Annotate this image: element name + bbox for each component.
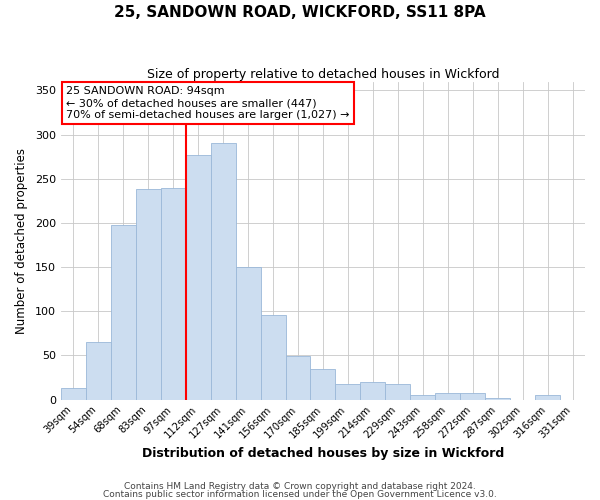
- Bar: [86, 342, 111, 400]
- Title: Size of property relative to detached houses in Wickford: Size of property relative to detached ho…: [147, 68, 499, 80]
- Bar: [236, 267, 260, 400]
- Bar: [460, 392, 485, 400]
- Bar: [136, 190, 161, 400]
- Bar: [286, 356, 310, 400]
- Bar: [485, 398, 510, 400]
- Y-axis label: Number of detached properties: Number of detached properties: [15, 148, 28, 334]
- Bar: [535, 395, 560, 400]
- Bar: [186, 155, 211, 400]
- Bar: [310, 368, 335, 400]
- Text: 25, SANDOWN ROAD, WICKFORD, SS11 8PA: 25, SANDOWN ROAD, WICKFORD, SS11 8PA: [114, 5, 486, 20]
- Text: 25 SANDOWN ROAD: 94sqm
← 30% of detached houses are smaller (447)
70% of semi-de: 25 SANDOWN ROAD: 94sqm ← 30% of detached…: [66, 86, 350, 120]
- Bar: [260, 315, 286, 400]
- Bar: [61, 388, 86, 400]
- Bar: [161, 188, 186, 400]
- Bar: [435, 392, 460, 400]
- Bar: [211, 144, 236, 400]
- Bar: [335, 384, 361, 400]
- Bar: [385, 384, 410, 400]
- Bar: [111, 224, 136, 400]
- Text: Contains HM Land Registry data © Crown copyright and database right 2024.: Contains HM Land Registry data © Crown c…: [124, 482, 476, 491]
- Text: Contains public sector information licensed under the Open Government Licence v3: Contains public sector information licen…: [103, 490, 497, 499]
- X-axis label: Distribution of detached houses by size in Wickford: Distribution of detached houses by size …: [142, 447, 504, 460]
- Bar: [361, 382, 385, 400]
- Bar: [410, 395, 435, 400]
